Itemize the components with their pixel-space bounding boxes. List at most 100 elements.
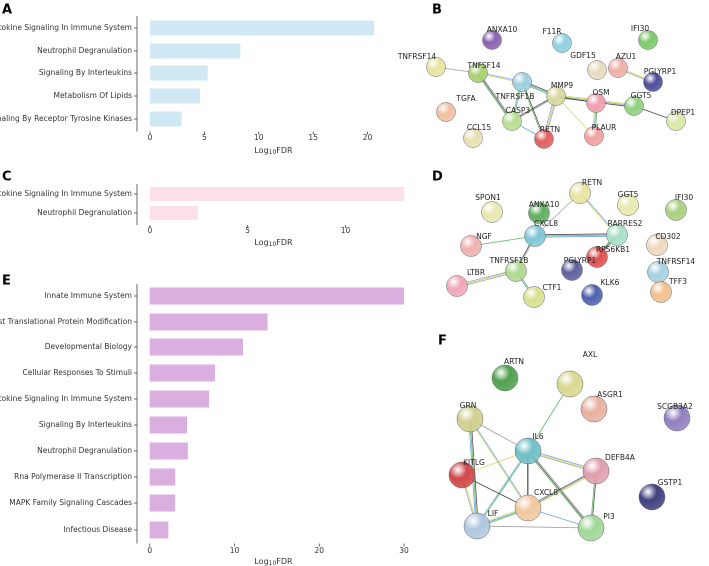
bar [150,20,375,36]
edge [477,451,529,527]
node [587,60,607,80]
bar [149,287,405,305]
edge [470,235,536,247]
x-tick-label: 15 [308,133,318,142]
node [617,194,639,216]
category-label: Cytokine Signaling In Immune System [0,189,132,198]
bar [149,494,176,512]
x-axis-title-part: 10 [269,560,277,566]
x-axis-title-part: FDR [276,557,293,566]
x-tick-label: 0 [148,133,153,142]
node [561,259,583,281]
category-label: Post Translational Protein Modification [0,317,132,326]
node-label: NGF [476,232,492,241]
node [481,201,503,223]
node-label: TNFRSF14 [397,52,437,61]
category-label: Rna Polymerase II Transcription [14,472,132,481]
node [569,182,591,204]
node-label: RPS6KB1 [596,245,630,254]
node-label: ANXA10 [487,25,518,34]
node [582,457,610,485]
node [534,129,554,149]
node [456,405,484,433]
node-label: TNFRSF14 [656,257,696,266]
x-tick-label: 10 [230,546,240,555]
category-label: Signaling By Receptor Tyrosine Kinases [0,114,132,123]
node-label: CASP3 [506,106,531,115]
node [638,30,658,50]
node-label: KLK6 [601,278,620,287]
edge [476,73,512,122]
x-tick-label: 20 [363,133,373,142]
x-axis-title-part: Log [254,238,268,247]
x-tick-label: 0 [148,226,153,235]
node-label: IFI30 [631,24,650,33]
x-axis-title-part: Log [254,146,268,155]
node [446,275,468,297]
node-label: CTF1 [543,283,562,292]
node-label: AZU1 [616,52,637,61]
node [665,199,687,221]
node-label: RARRES2 [608,219,643,228]
node-label: LTBR [467,268,485,277]
node [552,33,572,53]
node [650,281,672,303]
panel-letter: B [432,3,442,18]
node-label: GDF15 [570,51,596,60]
node-label: ARTN [504,357,524,366]
category-label: Signaling By Interleukins [39,420,132,429]
x-tick-label: 0 [147,546,152,555]
node [460,235,482,257]
node [580,395,608,423]
category-label: Innate Immune System [44,291,132,300]
node [502,111,522,131]
node-label: TFF3 [668,277,687,286]
node-label: CD302 [655,232,681,241]
bar [149,187,405,201]
category-label: Infectious Disease [64,525,133,534]
x-tick-label: 5 [245,226,250,235]
node-label: LIF [488,509,499,518]
node-label: TNFRSF1B [489,256,529,265]
node [426,57,446,77]
panel-letter: A [2,3,12,18]
node-label: GGT5 [618,190,639,199]
node-label: CXCL8 [534,488,558,497]
edge [522,81,545,139]
bar [149,338,243,356]
x-tick-label: 5 [202,133,207,142]
bar [149,364,215,382]
category-label: Metabolism Of Lipids [54,91,133,100]
node [586,246,608,268]
node-label: ANXA10 [529,200,560,209]
category-label: Developmental Biology [45,342,133,351]
node [577,514,605,542]
node-label: SCGB3A2 [657,402,693,411]
node [512,72,532,92]
edge [535,235,618,238]
node [586,93,606,113]
node [584,126,604,146]
edge [534,233,617,236]
node [482,30,502,50]
edge [470,418,529,508]
node [463,128,483,148]
bar [150,88,201,104]
node [666,111,686,131]
x-tick-label: 10 [341,226,351,235]
panel-letter: D [432,170,443,185]
x-axis-title-part: 10 [269,149,277,156]
node [606,224,628,246]
node-label: TNFRSF1B [495,92,535,101]
category-label: MAPK Family Signaling Cascades [9,498,132,507]
node-label: RETN [540,125,560,134]
node-label: CXCL8 [534,219,558,228]
node [608,58,628,78]
panel-letter: C [2,170,12,185]
node [528,202,550,224]
node [514,494,542,522]
edge [469,419,528,509]
panel-letter: E [2,274,11,289]
edge [477,72,513,122]
